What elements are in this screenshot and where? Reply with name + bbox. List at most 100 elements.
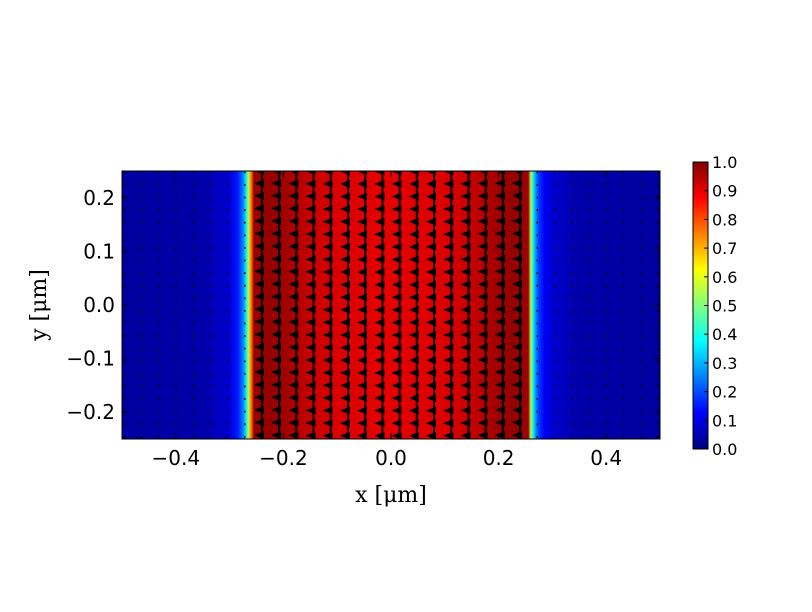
quiver-arrow-small — [588, 221, 590, 224]
quiver-arrow-small — [571, 398, 573, 401]
quiver-arrow-small — [536, 385, 538, 388]
quiver-arrow-small — [244, 372, 246, 375]
quiver-arrow-small — [536, 423, 538, 426]
quiver-arrow-small — [175, 221, 177, 224]
quiver-arrow-small — [588, 259, 590, 262]
quiver-arrow-small — [244, 423, 246, 426]
quiver-arrow-small — [588, 360, 590, 363]
quiver-arrow-small — [553, 221, 556, 224]
quiver-arrow-small — [639, 372, 642, 375]
quiver-arrow-small — [157, 196, 160, 199]
quiver-arrow-small — [622, 410, 625, 413]
quiver-arrow-small — [244, 347, 246, 350]
quiver-arrow-small — [622, 171, 625, 174]
colorbar-tick-label: 0.2 — [712, 383, 737, 402]
quiver-arrow-small — [622, 209, 625, 212]
quiver-arrow-small — [536, 284, 538, 287]
quiver-arrow-small — [588, 322, 590, 325]
quiver-arrow-small — [175, 209, 177, 212]
quiver-arrow-small — [536, 309, 538, 312]
quiver-arrow-small — [244, 272, 246, 275]
quiver-arrow-small — [209, 372, 211, 375]
quiver-arrow-small — [605, 322, 607, 325]
quiver-arrow-small — [657, 423, 659, 426]
quiver-arrow-small — [588, 284, 590, 287]
quiver-arrow-small — [553, 272, 556, 275]
quiver-arrow-small — [123, 246, 125, 249]
quiver-arrow-small — [571, 347, 573, 350]
quiver-arrow-small — [605, 347, 607, 350]
quiver-arrow-small — [657, 335, 659, 338]
quiver-arrow-small — [175, 297, 177, 300]
colorbar-tick-label: 0.7 — [712, 239, 737, 258]
quiver-arrow-small — [657, 259, 659, 262]
quiver-arrow-small — [226, 347, 229, 350]
quiver-arrow-small — [657, 309, 659, 312]
quiver-arrow-small — [192, 360, 194, 363]
quiver-arrow-small — [553, 309, 556, 312]
quiver-arrow-small — [622, 435, 625, 438]
quiver-arrow-small — [140, 246, 143, 249]
quiver-arrow-small — [226, 398, 229, 401]
quiver-arrow-small — [192, 398, 194, 401]
quiver-arrow-small — [536, 435, 538, 438]
quiver-arrow-small — [605, 284, 607, 287]
quiver-arrow-small — [605, 183, 607, 186]
quiver-arrow-small — [226, 171, 229, 174]
quiver-arrow-small — [192, 297, 194, 300]
quiver-arrow-small — [553, 183, 556, 186]
quiver-arrow-small — [536, 322, 538, 325]
quiver-arrow-small — [553, 335, 556, 338]
quiver-arrow-small — [553, 259, 556, 262]
quiver-arrow-small — [571, 360, 573, 363]
quiver-arrow-small — [244, 410, 246, 413]
quiver-arrow-small — [622, 234, 625, 237]
quiver-arrow-small — [571, 234, 573, 237]
quiver-arrow-small — [226, 372, 229, 375]
quiver-arrow-small — [657, 385, 659, 388]
quiver-arrow-small — [140, 335, 143, 338]
quiver-arrow-small — [209, 423, 211, 426]
colorbar-tick-label: 0.8 — [712, 210, 737, 229]
colorbar-tick-label: 0.4 — [712, 325, 737, 344]
quiver-arrow-small — [588, 410, 590, 413]
quiver-arrow-small — [605, 221, 607, 224]
quiver-arrow-small — [140, 234, 143, 237]
quiver-arrow-small — [244, 221, 246, 224]
quiver-arrow-small — [157, 272, 160, 275]
quiver-arrow-small — [639, 284, 642, 287]
quiver-arrow-small — [244, 259, 246, 262]
quiver-arrow-small — [226, 360, 229, 363]
quiver-arrow-small — [571, 372, 573, 375]
quiver-arrow-small — [123, 435, 125, 438]
quiver-arrow-small — [622, 297, 625, 300]
quiver-arrow-small — [226, 410, 229, 413]
quiver-arrow-small — [657, 246, 659, 249]
quiver-arrow-small — [123, 284, 125, 287]
quiver-arrow-small — [209, 322, 211, 325]
x-axis-label: x [μm] — [355, 483, 427, 508]
quiver-arrow-small — [157, 347, 160, 350]
quiver-arrow-small — [571, 322, 573, 325]
colorbar-tick-label: 0.3 — [712, 354, 737, 373]
quiver-arrow-small — [192, 171, 194, 174]
quiver-arrow-small — [140, 435, 143, 438]
quiver-arrow-small — [657, 171, 659, 174]
quiver-arrow-small — [536, 209, 538, 212]
quiver-arrow-small — [123, 347, 125, 350]
quiver-arrow-small — [639, 259, 642, 262]
quiver-arrow-small — [192, 221, 194, 224]
quiver-arrow-small — [123, 385, 125, 388]
quiver-arrow-small — [553, 385, 556, 388]
quiver-arrow-small — [209, 234, 211, 237]
quiver-arrow-small — [622, 322, 625, 325]
quiver-arrow-small — [588, 183, 590, 186]
quiver-arrow-small — [175, 322, 177, 325]
quiver-arrow-small — [553, 372, 556, 375]
quiver-arrow-small — [605, 297, 607, 300]
x-tick-label: −0.4 — [152, 446, 201, 470]
quiver-arrow-small — [657, 398, 659, 401]
quiver-arrow-small — [209, 284, 211, 287]
quiver-arrow-small — [605, 398, 607, 401]
colorbar: 0.0 0.1 0.2 0.3 0.4 0.5 0.6 0.7 0.8 0.9 1.0 — [692, 153, 737, 459]
